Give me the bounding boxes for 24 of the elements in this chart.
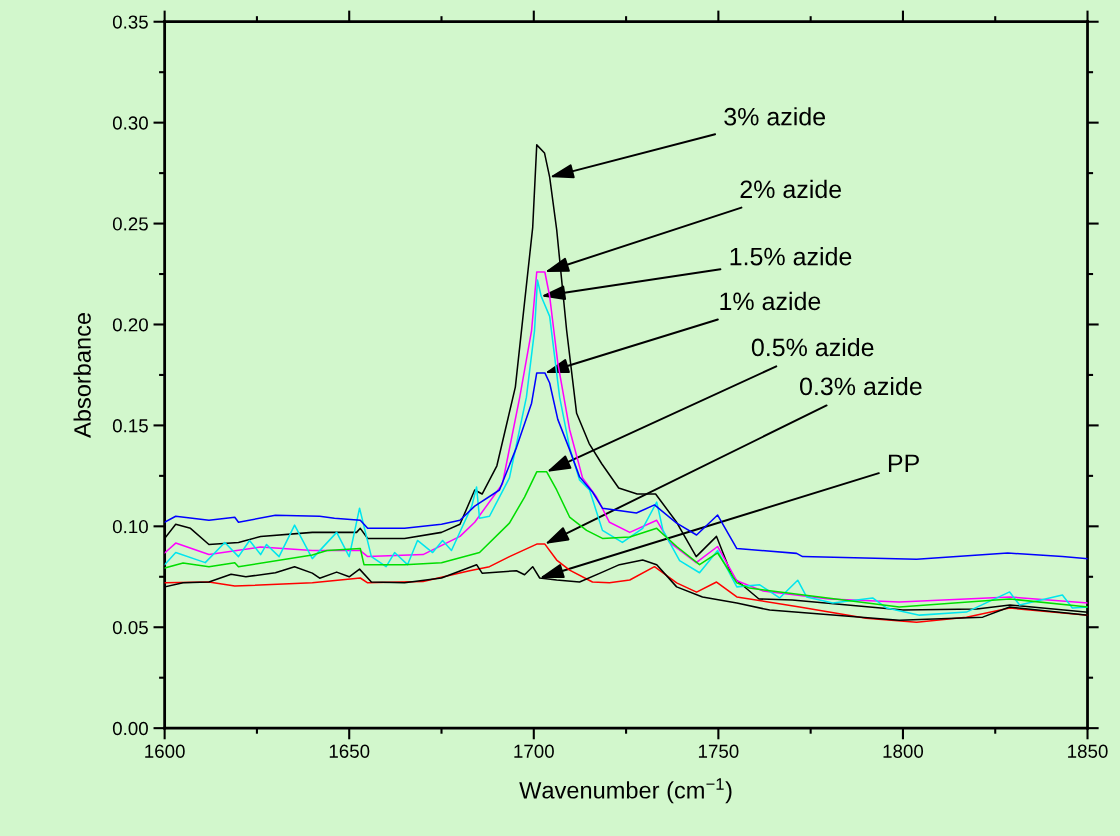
y-tick-label: 0.25: [112, 217, 148, 231]
y-tick-label: 0.30: [112, 116, 148, 130]
y-tick-label: 0.05: [112, 620, 148, 635]
y-tick-label: 0.00: [112, 721, 148, 736]
x-tick-label: 1800: [883, 744, 924, 758]
y-tick-label: 0.35: [112, 15, 148, 29]
x-tick-label: 1700: [514, 744, 554, 758]
annotation: PP: [888, 454, 919, 472]
line-series: [164, 372, 1088, 560]
annotation: 1.5% azide: [730, 247, 852, 266]
y-axis-title: Absorbance: [73, 312, 91, 438]
annotation: 2% azide: [740, 179, 842, 199]
annotation: 3% azide: [724, 107, 826, 126]
annotation: 0.3% azide: [800, 376, 922, 396]
annotation: 1% azide: [720, 291, 821, 311]
x-tick-label: 1650: [329, 744, 370, 758]
annotation: 0.5% azide: [751, 337, 874, 357]
x-tick-label: 1750: [698, 744, 739, 758]
y-tick-label: 0.20: [112, 318, 148, 332]
x-axis-title: Wavenumber (cm$^{−1}$): [519, 778, 732, 804]
y-tick-label: 0.15: [112, 419, 148, 433]
y-tick-label: 0.10: [112, 520, 148, 534]
x-tick-label: 1600: [145, 744, 185, 758]
x-tick-label: 1850: [1068, 744, 1108, 758]
